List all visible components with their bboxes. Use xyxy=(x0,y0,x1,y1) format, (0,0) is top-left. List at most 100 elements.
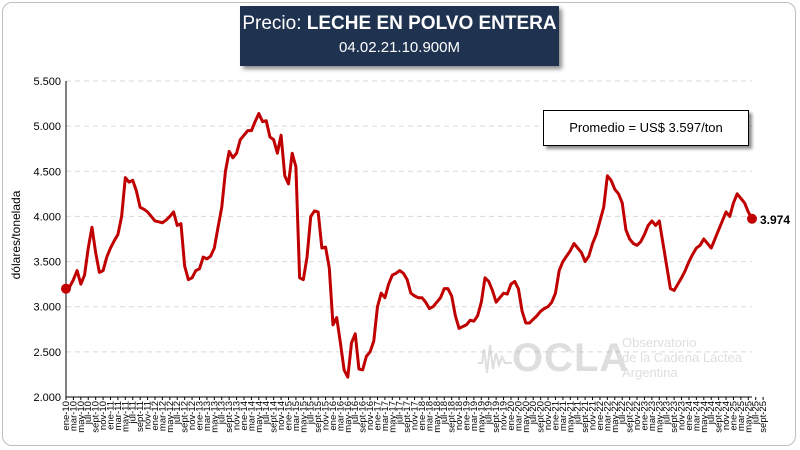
x-tick-label: mar-12 xyxy=(157,401,168,431)
x-tick-label: nov-20 xyxy=(543,401,554,430)
x-tick-label: sept-10 xyxy=(91,401,102,433)
x-tick-label: mar-23 xyxy=(647,401,658,431)
y-tick-label: 2.000 xyxy=(33,392,61,404)
x-tick-label: ene-25 xyxy=(728,401,739,431)
ocla-watermark: OCLA Observatorio de la Cadena Láctea Ar… xyxy=(476,333,742,383)
x-tick-label: ene-15 xyxy=(283,401,294,431)
x-tick-label: jul-24 xyxy=(706,401,717,425)
title-prefix: Precio: xyxy=(242,13,307,34)
chart-title: Precio: LECHE EN POLVO ENTERA xyxy=(240,12,559,36)
x-tick-label: jul-13 xyxy=(217,401,228,425)
chart-title-box: Precio: LECHE EN POLVO ENTERA 04.02.21.1… xyxy=(240,6,559,66)
x-tick-label: nov-23 xyxy=(677,401,688,430)
y-tick-label: 2.500 xyxy=(33,347,61,359)
x-tick-label: nov-10 xyxy=(98,401,109,430)
x-tick-label: ene-11 xyxy=(105,401,116,430)
x-tick-label: nov-22 xyxy=(632,401,643,430)
x-tick-label: mar-24 xyxy=(691,401,702,431)
x-tick-label: jul-15 xyxy=(306,401,317,425)
x-tick-label: jul-17 xyxy=(395,401,406,425)
x-tick-label: nov-17 xyxy=(410,401,421,430)
y-axis-label: dólares/tonelada xyxy=(9,190,23,280)
grid-lines xyxy=(66,80,752,353)
x-tick-label: jul-19 xyxy=(484,401,495,425)
x-tick-label: mar-25 xyxy=(736,401,747,431)
x-tick-label: may-23 xyxy=(654,401,665,433)
x-tick-label: jul-11 xyxy=(128,401,139,425)
x-tick-label: nov-18 xyxy=(454,401,465,430)
x-tick-label: may-18 xyxy=(432,401,443,433)
x-tick-label: sept-18 xyxy=(447,401,458,433)
chart-frame xyxy=(2,2,796,446)
x-tick-labels: ene-10mar-10may-10jul-10sept-10nov-10ene… xyxy=(61,401,769,433)
y-tick-label: 4.000 xyxy=(33,211,61,223)
x-tick-label: mar-15 xyxy=(291,401,302,431)
x-tick-label: mar-17 xyxy=(380,401,391,431)
y-tick-labels: 2.000 2.500 3.000 3.500 4.000 4.500 5.000 5.500 xyxy=(33,76,61,404)
last-point-marker xyxy=(747,213,757,224)
x-tick-label: may-24 xyxy=(699,401,710,433)
x-tick-label: ene-17 xyxy=(372,401,383,431)
x-tick-label: jul-21 xyxy=(573,401,584,425)
y-tick-label: 3.500 xyxy=(33,257,61,269)
x-tick-label: mar-18 xyxy=(424,401,435,431)
x-tick-label: ene-22 xyxy=(595,401,606,431)
x-tick-label: ene-14 xyxy=(239,401,250,431)
x-tick-label: sept-20 xyxy=(536,401,547,433)
x-tick-label: may-11 xyxy=(120,401,131,432)
x-tick-label: jul-12 xyxy=(172,401,183,425)
x-tick-label: nov-12 xyxy=(187,401,198,430)
x-tick-label: nov-19 xyxy=(499,401,510,430)
x-tick-label: mar-20 xyxy=(513,401,524,431)
product-code: 04.02.21.10.900M xyxy=(339,39,460,56)
x-tick-label: sept-23 xyxy=(669,401,680,433)
x-tick-label: sept-14 xyxy=(269,401,280,433)
x-tick-label: may-13 xyxy=(209,401,220,433)
x-tick-label: may-17 xyxy=(387,401,398,433)
first-point-marker xyxy=(61,283,71,294)
x-tick-label: jul-16 xyxy=(350,401,361,425)
watermark-line1: Observatorio xyxy=(622,335,697,350)
x-tick-label: nov-15 xyxy=(321,401,332,430)
x-tick-label: sept-25 xyxy=(758,401,769,433)
x-tick-label: mar-10 xyxy=(68,401,79,431)
x-tick-label: may-25 xyxy=(743,401,754,433)
x-tick-label: jul-23 xyxy=(662,401,673,425)
waveform-icon xyxy=(478,344,512,374)
watermark-line3: Argentina xyxy=(622,365,678,380)
x-tick-label: mar-14 xyxy=(246,401,257,431)
x-tick-label: mar-11 xyxy=(113,401,124,430)
x-tick-label: may-10 xyxy=(76,401,87,433)
watermark-line2: de la Cadena Láctea xyxy=(622,350,742,365)
x-tick-label: jul-18 xyxy=(439,401,450,425)
x-tick-label: may-22 xyxy=(610,401,621,433)
x-tick-label: ene-23 xyxy=(639,401,650,431)
x-tick-label: may-14 xyxy=(254,401,265,433)
y-tick-label: 4.500 xyxy=(33,166,61,178)
average-box: Promedio = US$ 3.597/ton xyxy=(543,110,749,146)
x-tick-label: mar-22 xyxy=(602,401,613,431)
y-tick-label: 5.000 xyxy=(33,121,61,133)
x-tick-label: nov-24 xyxy=(721,401,732,430)
x-tick-label: jul-22 xyxy=(617,401,628,425)
x-tick-label: mar-16 xyxy=(335,401,346,431)
axes xyxy=(65,81,764,400)
y-tick-label: 3.000 xyxy=(33,302,61,314)
x-tick-label: nov-16 xyxy=(365,401,376,430)
x-tick-label: jul-20 xyxy=(528,401,539,425)
x-tick-label: may-12 xyxy=(165,401,176,433)
x-tick-label: mar-19 xyxy=(469,401,480,431)
title-product: LECHE EN POLVO ENTERA xyxy=(306,13,557,34)
x-tick-label: jul-10 xyxy=(83,401,94,425)
y-axis-label-box: dólares/tonelada xyxy=(6,70,26,400)
series-line: 3.974 xyxy=(61,112,790,379)
x-tick-label: ene-19 xyxy=(461,401,472,431)
x-tick-label: sept-13 xyxy=(224,401,235,433)
x-tick-label: sept-22 xyxy=(625,401,636,433)
x-tick-label: nov-21 xyxy=(588,401,599,430)
watermark-logo-text: OCLA xyxy=(512,336,630,380)
x-tick-label: may-16 xyxy=(343,401,354,433)
x-tick-label: nov-11 xyxy=(143,401,154,429)
x-tick-label: may-19 xyxy=(476,401,487,433)
